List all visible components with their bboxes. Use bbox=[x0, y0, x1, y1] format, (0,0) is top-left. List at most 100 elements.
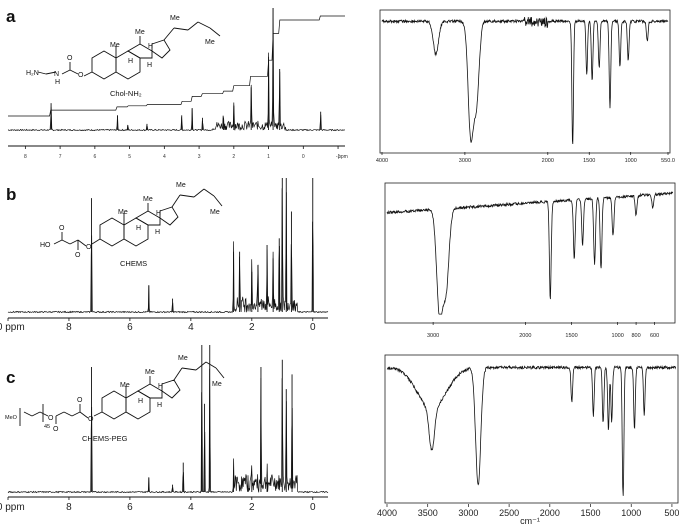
label-me-ring-c: Me bbox=[120, 382, 130, 389]
ir-tick-label-c-7: 500 bbox=[664, 508, 679, 518]
nmr-spectrum-b: 10 ppm 8 6 4 2 0 bbox=[0, 178, 329, 333]
label-peg-methoxy-c: MeO bbox=[5, 415, 18, 421]
nmr-tick-label-a-2: 6 bbox=[93, 154, 96, 160]
label-h2-c: H bbox=[138, 398, 143, 405]
ir-spectrum-a: 4000 3000 2000 1500 1000 550.0 bbox=[376, 16, 675, 164]
compound-name-c: CHEMS-PEG bbox=[82, 434, 128, 443]
nmr-spectrum-c: 10 ppm 8 6 4 2 0 bbox=[0, 345, 329, 513]
ir-frame-a bbox=[379, 9, 671, 154]
nmr-tick-label-a-3: 5 bbox=[128, 154, 131, 160]
label-h3-b: H bbox=[155, 229, 160, 236]
label-h1-c: H bbox=[158, 383, 163, 390]
ir-frame-b bbox=[384, 182, 676, 324]
structure-chems-peg bbox=[19, 361, 225, 426]
ir-tick-label-b-4: 800 bbox=[632, 333, 641, 339]
ir-tick-label-b-2: 1500 bbox=[565, 333, 577, 339]
ir-tick-label-b-3: 1000 bbox=[612, 333, 624, 339]
ir-axis-label-c: cm⁻¹ bbox=[520, 516, 540, 526]
ir-tick-label-b-0: 3000 bbox=[427, 333, 439, 339]
compound-name-b: CHEMS bbox=[120, 259, 147, 268]
ir-trace-c bbox=[386, 364, 676, 496]
nmr-tick-label-a-5: 3 bbox=[198, 154, 201, 160]
nmr-tick-label-b-0: 10 ppm bbox=[0, 322, 25, 333]
panel-letter-b: b bbox=[6, 185, 16, 204]
nmr-tick-label-a-8: 0 bbox=[302, 154, 305, 160]
nmr-tick-label-c-5: 0 bbox=[310, 502, 316, 513]
nmr-tick-label-a-6: 2 bbox=[232, 154, 235, 160]
label-h1-b: H bbox=[156, 210, 161, 217]
ir-tick-label-c-1: 3500 bbox=[418, 508, 438, 518]
label-h3-c: H bbox=[157, 402, 162, 409]
nmr-tick-label-a-4: 4 bbox=[163, 154, 166, 160]
nmr-tick-label-c-2: 6 bbox=[127, 502, 133, 513]
label-carbonyl-o-a: O bbox=[67, 55, 73, 62]
nmr-tick-label-c-3: 4 bbox=[188, 502, 194, 513]
label-nh-h-a: H bbox=[55, 79, 60, 86]
nmr-tick-label-b-2: 6 bbox=[127, 322, 133, 333]
label-me-top-a: Me bbox=[170, 15, 180, 22]
ir-tick-label-a-5: 550.0 bbox=[661, 158, 675, 164]
label-me-side-b: Me bbox=[143, 196, 153, 203]
label-me-side-a: Me bbox=[135, 29, 145, 36]
ir-tick-label-c-0: 4000 bbox=[377, 508, 397, 518]
ir-tick-label-c-3: 2500 bbox=[499, 508, 519, 518]
label-acid-b: HO bbox=[40, 242, 51, 249]
ir-tick-label-c-2: 3000 bbox=[458, 508, 478, 518]
label-ester-o-b: O bbox=[75, 252, 81, 259]
ir-tick-label-a-2: 2000 bbox=[542, 158, 554, 164]
label-me-tail-a: Me bbox=[205, 39, 215, 46]
structure-chol-nh2 bbox=[37, 21, 221, 80]
label-h2-a: H bbox=[128, 58, 133, 65]
label-o-c: O bbox=[88, 416, 94, 423]
nmr-axis-unit-a: ppm bbox=[338, 154, 348, 160]
ir-trace-b bbox=[386, 191, 674, 315]
label-amine-a: H₂N bbox=[26, 70, 39, 77]
ir-tick-label-c-5: 1500 bbox=[581, 508, 601, 518]
nmr-tick-label-a-1: 7 bbox=[59, 154, 62, 160]
label-peg-o-c: O bbox=[48, 415, 54, 422]
nmr-integral-a bbox=[8, 15, 345, 117]
nmr-tick-label-c-4: 2 bbox=[249, 502, 255, 513]
ir-tick-label-b-1: 2000 bbox=[519, 333, 531, 339]
compound-name-a: Chol-NH₂ bbox=[110, 89, 142, 98]
nmr-tick-label-a-9: -1 bbox=[336, 154, 341, 160]
nmr-tick-label-a-7: 1 bbox=[267, 154, 270, 160]
label-h1-a: H bbox=[148, 43, 153, 50]
label-me-ring-a: Me bbox=[110, 42, 120, 49]
panel-letter-a: a bbox=[6, 7, 16, 26]
ir-tick-label-a-4: 1000 bbox=[625, 158, 637, 164]
label-me-side-c: Me bbox=[145, 369, 155, 376]
label-h2-b: H bbox=[136, 225, 141, 232]
nmr-tick-label-b-5: 0 bbox=[310, 322, 316, 333]
label-h3-a: H bbox=[147, 62, 152, 69]
label-peg-repeat-c: 45 bbox=[44, 424, 50, 430]
nmr-tick-label-a-0: 8 bbox=[24, 154, 27, 160]
ir-tick-label-b-5: 600 bbox=[650, 333, 659, 339]
label-me-ring-b: Me bbox=[118, 209, 128, 216]
panel-letter-c: c bbox=[6, 368, 15, 387]
ir-tick-label-a-3: 1500 bbox=[583, 158, 595, 164]
label-ester-o2-c: O bbox=[53, 426, 59, 433]
ir-tick-label-a-1: 3000 bbox=[459, 158, 471, 164]
label-acid-o-b: O bbox=[59, 225, 65, 232]
ir-frame-c bbox=[384, 354, 679, 504]
nmr-trace-a bbox=[7, 7, 346, 132]
label-me-top-c: Me bbox=[178, 355, 188, 362]
label-ester-o1-c: O bbox=[77, 397, 83, 404]
nmr-tick-label-c-1: 8 bbox=[66, 502, 72, 513]
label-o-a: O bbox=[78, 72, 84, 79]
structure-chems bbox=[53, 188, 223, 250]
ir-tick-label-c-4: 2000 bbox=[540, 508, 560, 518]
ir-spectrum-b: 3000 2000 1500 1000 800 600 bbox=[386, 191, 674, 339]
ir-tick-label-c-6: 1000 bbox=[621, 508, 641, 518]
label-o-b: O bbox=[86, 244, 92, 251]
nmr-tick-label-b-1: 8 bbox=[66, 322, 72, 333]
ir-tick-label-a-0: 4000 bbox=[376, 158, 388, 164]
ir-trace-a bbox=[381, 16, 669, 145]
nmr-tick-label-b-4: 2 bbox=[249, 322, 255, 333]
nmr-tick-label-b-3: 4 bbox=[188, 322, 194, 333]
ir-spectrum-c: 4000 3500 3000 2500 2000 1500 1000 500 cm⁻¹ bbox=[377, 364, 679, 526]
nmr-tick-label-c-0: 10 ppm bbox=[0, 502, 25, 513]
